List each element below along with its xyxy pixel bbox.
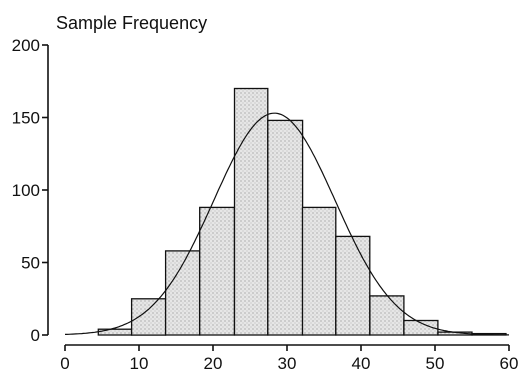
y-tick-label-150: 150 <box>12 109 40 128</box>
y-tick-label-200: 200 <box>12 36 40 55</box>
histogram-bar-5 <box>233 87 269 336</box>
histogram-bar-2 <box>130 298 167 336</box>
x-tick-label-30: 30 <box>278 354 297 370</box>
curve-group <box>65 112 509 336</box>
x-tick-label-40: 40 <box>352 354 371 370</box>
histogram-bar-1 <box>97 328 133 336</box>
y-tick-label-0: 0 <box>31 326 40 345</box>
bars-group <box>97 87 507 336</box>
y-tick-label-100: 100 <box>12 181 40 200</box>
histogram-bar-7 <box>301 206 337 336</box>
histogram-bar-4 <box>199 206 236 336</box>
histogram-bar-6 <box>267 119 304 336</box>
x-tick-label-50: 50 <box>426 354 445 370</box>
y-tick-label-50: 50 <box>21 254 40 273</box>
normal-curve <box>65 112 509 336</box>
x-tick-label-20: 20 <box>204 354 223 370</box>
x-tick-label-10: 10 <box>130 354 149 370</box>
axes-group: 0 50 100 150 200 0 10 20 30 40 50 60 <box>12 36 519 370</box>
histogram-bar-10 <box>403 319 439 336</box>
x-tick-label-0: 0 <box>60 354 69 370</box>
chart-title: Sample Frequency <box>56 13 207 33</box>
histogram-bar-8 <box>335 235 371 336</box>
x-tick-label-60: 60 <box>500 354 519 370</box>
histogram-bar-9 <box>369 295 405 336</box>
